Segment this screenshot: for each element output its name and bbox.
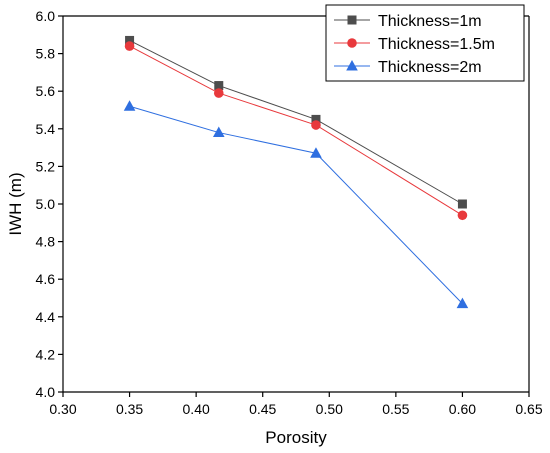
legend-item-1: Thickness=1m	[334, 13, 482, 30]
series-layer	[123, 35, 469, 309]
series-line	[129, 105, 463, 304]
y-tick-label: 5.0	[36, 196, 56, 212]
data-point	[457, 199, 467, 209]
y-tick-label: 4.4	[36, 309, 56, 325]
data-point	[311, 120, 321, 130]
data-point	[311, 114, 321, 124]
data-point	[456, 297, 469, 309]
data-point	[123, 100, 136, 111]
y-tick-label: 4.8	[36, 234, 56, 250]
legend-marker	[347, 15, 357, 25]
x-tick-label: 0.65	[515, 401, 542, 417]
data-point	[457, 210, 468, 221]
series-1	[125, 35, 467, 209]
legend-label: Thickness=1m	[378, 13, 482, 30]
x-axis-title: Porosity	[265, 428, 327, 447]
x-tick-label: 0.50	[316, 401, 343, 417]
y-tick-label: 5.4	[36, 121, 56, 137]
legend: Thickness=1m Thickness=1.5m Thickness=2m	[325, 4, 525, 82]
legend-label: Thickness=2m	[378, 59, 482, 76]
legend-items: Thickness=1m Thickness=1.5m Thickness=2m	[334, 13, 495, 76]
legend-marker	[346, 60, 358, 71]
y-tick-label: 4.0	[36, 384, 56, 400]
y-tick-label: 5.2	[36, 158, 56, 174]
data-point	[124, 41, 135, 51]
x-tick-label: 0.35	[116, 401, 143, 417]
legend-item-3: Thickness=2m	[334, 59, 482, 76]
legend-label: Thickness=1.5m	[378, 36, 495, 53]
series-line	[129, 45, 463, 216]
y-tick-label: 5.8	[36, 46, 56, 62]
legend-item-2: Thickness=1.5m	[334, 36, 495, 53]
data-point	[310, 147, 322, 158]
data-point	[213, 88, 224, 98]
y-tick-label: 5.6	[36, 83, 56, 99]
y-axis-ticks: 4.0 4.2 4.4 4.6 4.8 5.0 5.2 5.4 5.6 5.8 6.0	[36, 8, 63, 400]
series-line	[129, 39, 463, 205]
plot-frame	[62, 15, 530, 393]
y-tick-label: 4.6	[36, 271, 56, 287]
y-tick-label: 4.2	[36, 346, 56, 362]
x-axis-ticks: 0.30 0.35 0.40 0.45 0.50 0.55 0.60 0.65	[49, 392, 543, 417]
x-tick-label: 0.40	[183, 401, 210, 417]
x-tick-label: 0.30	[49, 401, 76, 417]
x-tick-label: 0.45	[249, 401, 276, 417]
y-axis-title: IWH (m)	[6, 172, 25, 235]
legend-marker	[347, 38, 357, 48]
data-point	[212, 126, 225, 138]
series-2	[124, 41, 468, 221]
series-3	[123, 100, 469, 309]
data-point	[214, 81, 224, 91]
data-point	[125, 35, 135, 45]
x-tick-label: 0.60	[449, 401, 476, 417]
x-tick-label: 0.55	[382, 401, 409, 417]
y-tick-label: 6.0	[36, 8, 56, 24]
